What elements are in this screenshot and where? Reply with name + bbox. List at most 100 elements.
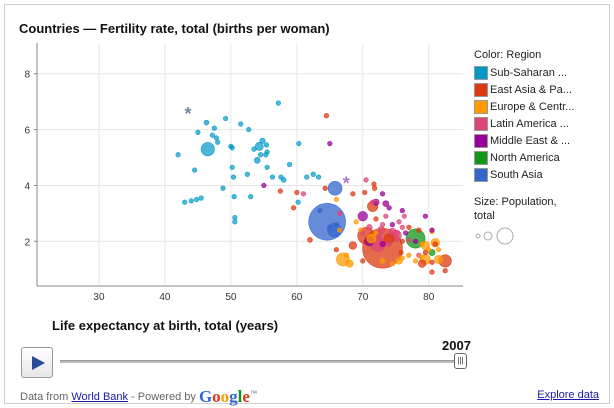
data-point[interactable] xyxy=(350,191,356,197)
data-point[interactable] xyxy=(254,141,264,151)
data-point[interactable] xyxy=(203,119,210,126)
data-point[interactable] xyxy=(209,132,216,138)
data-point[interactable] xyxy=(412,238,419,244)
asterisk-point[interactable]: * xyxy=(185,104,192,124)
data-point[interactable] xyxy=(379,221,386,228)
data-point[interactable] xyxy=(327,224,333,230)
data-point[interactable] xyxy=(362,189,368,196)
data-point[interactable] xyxy=(386,241,392,247)
data-point[interactable] xyxy=(379,191,386,197)
data-point[interactable] xyxy=(300,191,307,197)
data-point[interactable] xyxy=(296,140,302,147)
data-point[interactable] xyxy=(370,199,376,205)
data-point[interactable] xyxy=(220,185,226,191)
data-point[interactable] xyxy=(308,203,346,241)
data-point[interactable] xyxy=(182,199,188,205)
data-point[interactable] xyxy=(418,259,427,268)
data-point[interactable] xyxy=(278,174,284,180)
data-point[interactable] xyxy=(373,216,379,222)
data-point[interactable] xyxy=(399,207,405,214)
data-point[interactable] xyxy=(406,224,412,230)
legend-item[interactable]: Sub-Saharan ... xyxy=(474,64,574,81)
data-point[interactable] xyxy=(379,257,386,264)
data-point[interactable] xyxy=(343,252,349,258)
data-point[interactable] xyxy=(264,164,270,170)
data-point[interactable] xyxy=(382,200,390,207)
data-point[interactable] xyxy=(294,189,300,196)
asterisk-point[interactable]: * xyxy=(343,174,350,194)
data-point[interactable] xyxy=(253,156,261,164)
legend-item[interactable]: Middle East & ... xyxy=(474,132,574,149)
data-point[interactable] xyxy=(398,249,404,256)
data-point[interactable] xyxy=(348,241,357,250)
data-point[interactable] xyxy=(357,211,368,222)
legend-item[interactable]: East Asia & Pa... xyxy=(474,81,574,98)
data-point[interactable] xyxy=(244,171,250,177)
data-point[interactable] xyxy=(246,126,252,133)
data-point[interactable] xyxy=(323,113,330,119)
data-point[interactable] xyxy=(275,100,281,106)
data-point[interactable] xyxy=(230,174,237,180)
data-point[interactable] xyxy=(198,195,204,201)
data-point[interactable] xyxy=(290,205,297,211)
data-point[interactable] xyxy=(333,221,339,228)
data-point[interactable] xyxy=(360,230,366,236)
explore-data-link[interactable]: Explore data xyxy=(537,389,599,401)
data-point[interactable] xyxy=(436,247,442,253)
data-point[interactable] xyxy=(426,247,432,253)
data-point[interactable] xyxy=(360,258,366,264)
data-point[interactable] xyxy=(248,194,254,200)
data-point[interactable] xyxy=(315,174,322,180)
data-point[interactable] xyxy=(232,214,238,221)
data-point[interactable] xyxy=(211,125,217,131)
legend-item[interactable]: Europe & Centr... xyxy=(474,98,574,115)
data-point[interactable] xyxy=(422,213,429,219)
data-point[interactable] xyxy=(215,139,221,145)
data-point[interactable] xyxy=(429,227,435,233)
data-point[interactable] xyxy=(251,146,257,152)
data-point[interactable] xyxy=(310,171,316,177)
data-point[interactable] xyxy=(389,261,396,267)
data-point[interactable] xyxy=(286,161,293,168)
data-point[interactable] xyxy=(175,152,181,158)
data-point[interactable] xyxy=(403,230,409,236)
data-point[interactable] xyxy=(429,269,435,275)
data-point[interactable] xyxy=(412,258,419,264)
data-point[interactable] xyxy=(304,174,310,180)
legend-item[interactable]: Latin America ... xyxy=(474,115,574,132)
data-point[interactable] xyxy=(188,198,194,204)
data-point[interactable] xyxy=(422,249,429,256)
data-point[interactable] xyxy=(307,237,313,243)
legend-item[interactable]: North America xyxy=(474,149,574,166)
data-point[interactable] xyxy=(373,230,379,236)
data-point[interactable] xyxy=(389,221,396,228)
data-point[interactable] xyxy=(429,259,435,265)
data-point[interactable] xyxy=(363,177,369,183)
data-point[interactable] xyxy=(395,230,401,236)
data-point[interactable] xyxy=(406,252,412,258)
data-point[interactable] xyxy=(295,199,301,205)
data-point[interactable] xyxy=(257,152,264,158)
data-point[interactable] xyxy=(337,227,343,233)
data-point[interactable] xyxy=(376,233,382,239)
data-point[interactable] xyxy=(327,180,343,196)
data-point[interactable] xyxy=(229,145,235,151)
data-point[interactable] xyxy=(193,196,200,203)
data-point[interactable] xyxy=(432,241,439,247)
data-point[interactable] xyxy=(383,213,389,219)
data-point[interactable] xyxy=(372,185,378,191)
legend-item[interactable]: South Asia xyxy=(474,166,574,183)
data-point[interactable] xyxy=(195,129,201,135)
data-point[interactable] xyxy=(434,254,444,264)
data-point[interactable] xyxy=(399,224,405,230)
time-slider[interactable] xyxy=(60,360,460,363)
data-point[interactable] xyxy=(337,210,343,216)
data-point[interactable] xyxy=(366,224,373,231)
data-point[interactable] xyxy=(399,238,405,244)
data-point[interactable] xyxy=(442,268,448,274)
data-point[interactable] xyxy=(261,182,267,189)
data-point[interactable] xyxy=(333,247,339,253)
play-button[interactable] xyxy=(21,347,53,378)
data-point[interactable] xyxy=(379,241,386,248)
data-point[interactable] xyxy=(264,149,270,155)
